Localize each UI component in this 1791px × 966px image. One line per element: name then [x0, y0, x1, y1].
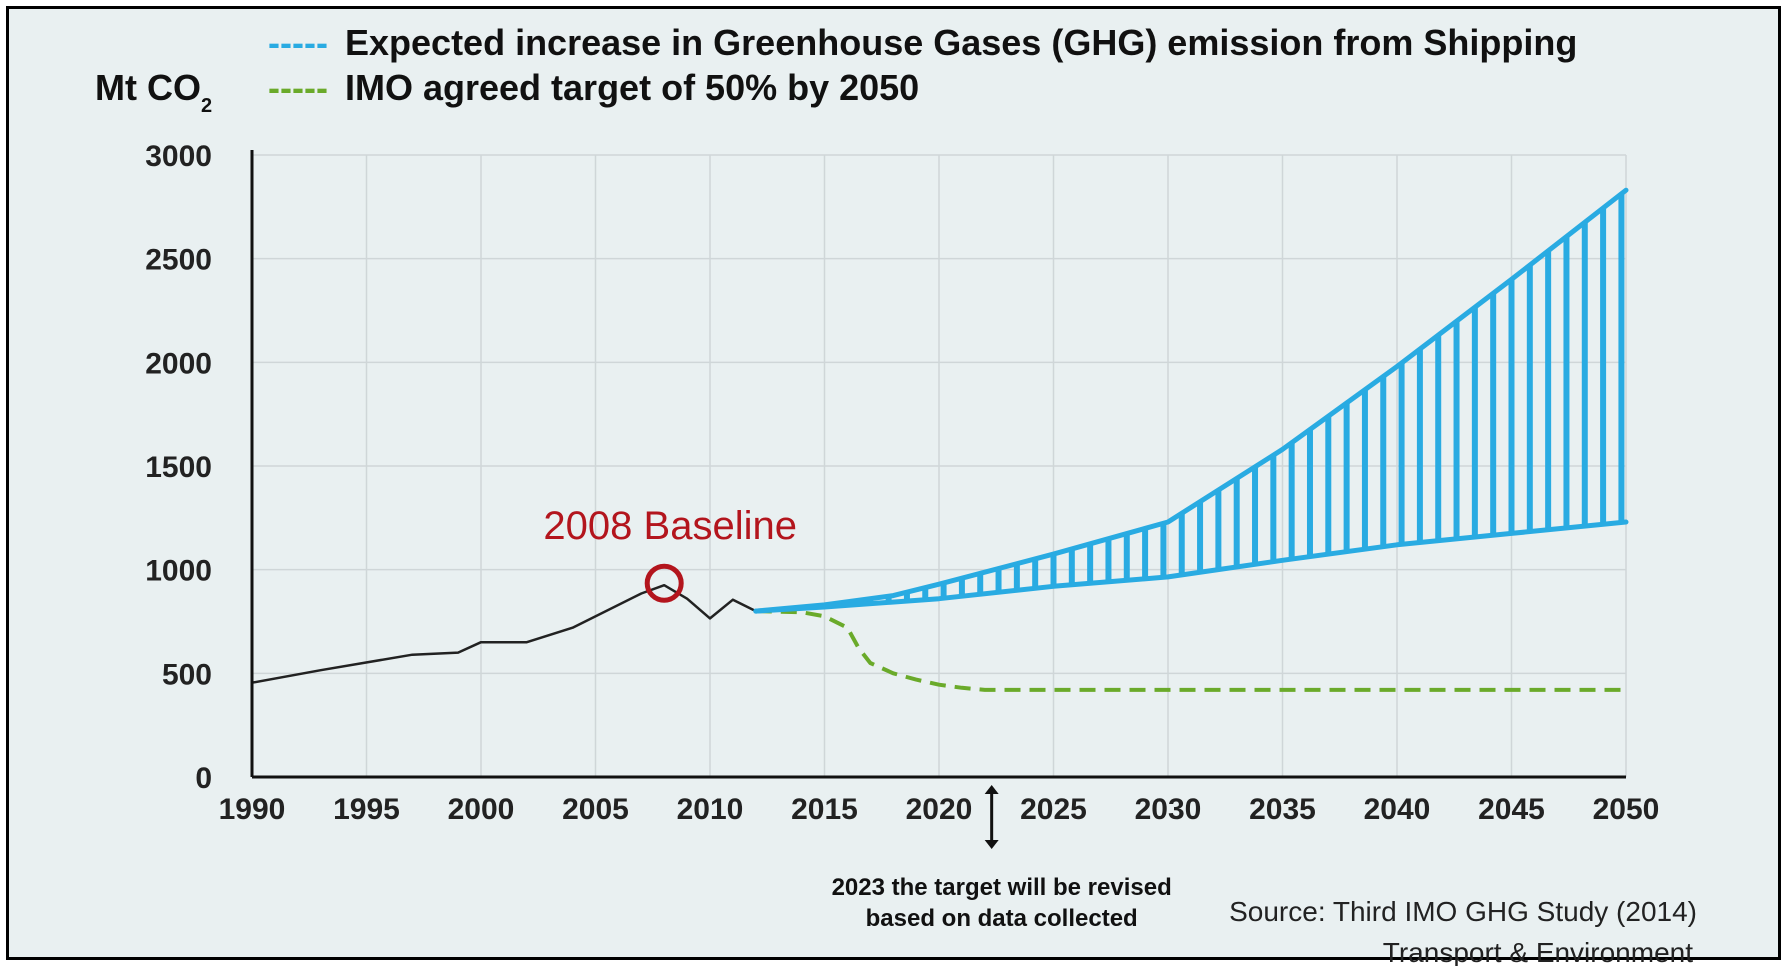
series-line-target [755, 609, 1626, 692]
series-line-projection-lower [753, 519, 1629, 614]
legend-label-projection: Expected increase in Greenhouse Gases (G… [345, 22, 1577, 63]
x-tick-label-2000: 2000 [448, 793, 515, 826]
projection-band [812, 193, 1625, 608]
series-line-historical [250, 583, 758, 684]
legend-marker-projection: ----- [268, 22, 328, 63]
source-line-2: Transport & Environment [1383, 937, 1693, 966]
x-tick-label-2040: 2040 [1364, 793, 1431, 826]
x-tick-label-2015: 2015 [791, 793, 858, 826]
tick-labels: 1990 1995 2000 2005 2010 2015 2020 2025 2030 2035… [145, 140, 1659, 826]
x-tick-label-1990: 1990 [219, 793, 286, 826]
baseline-label: 2008 Baseline [543, 504, 797, 548]
legend-marker-target: ----- [268, 67, 328, 108]
y-axis-unit-subscript: 2 [201, 95, 212, 117]
revision-arrow-head-up [984, 785, 999, 794]
x-tick-label-2050: 2050 [1593, 793, 1660, 826]
x-tick-label-2020: 2020 [906, 793, 973, 826]
x-tick-label-2005: 2005 [562, 793, 629, 826]
series-line-projection-upper [753, 187, 1629, 614]
source-line-1: Source: Third IMO GHG Study (2014) [1229, 896, 1697, 927]
x-tick-label-2010: 2010 [677, 793, 744, 826]
y-tick-label-2000: 2000 [145, 347, 212, 380]
y-tick-label-3000: 3000 [145, 140, 212, 173]
x-tick-label-1995: 1995 [333, 793, 400, 826]
y-axis-unit-main: Mt CO [95, 67, 201, 108]
chart-frame [6, 6, 1781, 960]
y-tick-label-1500: 1500 [145, 451, 212, 484]
y-tick-label-0: 0 [195, 762, 212, 795]
source-credit: Source: Third IMO GHG Study (2014) Trans… [1229, 896, 1697, 966]
y-tick-label-500: 500 [162, 658, 212, 691]
legend: ----- Expected increase in Greenhouse Ga… [268, 22, 1577, 108]
baseline-marker-circle [644, 563, 684, 603]
annotations: 2008 Baseline 2023 the target will be rev… [543, 504, 1171, 932]
legend-label-target: IMO agreed target of 50% by 2050 [345, 67, 919, 108]
revision-note-line-1: 2023 the target will be revised [832, 874, 1172, 901]
chart-axes [250, 150, 1626, 779]
revision-arrow-head-down [984, 840, 999, 849]
y-tick-label-2500: 2500 [145, 244, 212, 277]
x-tick-label-2030: 2030 [1135, 793, 1202, 826]
x-tick-label-2025: 2025 [1020, 793, 1087, 826]
y-axis-unit: Mt CO2 [95, 67, 212, 117]
series-lines [250, 187, 1629, 692]
x-tick-label-2045: 2045 [1478, 793, 1545, 826]
x-tick-label-2035: 2035 [1249, 793, 1316, 826]
revision-note-line-2: based on data collected [866, 905, 1138, 932]
y-tick-label-1000: 1000 [145, 555, 212, 588]
